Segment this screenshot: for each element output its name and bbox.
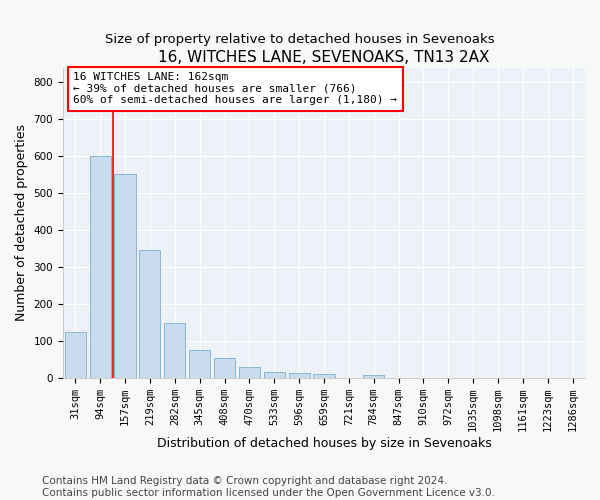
Bar	[363, 376, 384, 378]
Bar	[115, 174, 136, 378]
Title: 16, WITCHES LANE, SEVENOAKS, TN13 2AX: 16, WITCHES LANE, SEVENOAKS, TN13 2AX	[158, 50, 490, 65]
Bar	[239, 367, 260, 378]
Bar	[164, 324, 185, 378]
Text: 16 WITCHES LANE: 162sqm
← 39% of detached houses are smaller (766)
60% of semi-d: 16 WITCHES LANE: 162sqm ← 39% of detache…	[73, 72, 397, 106]
Bar	[189, 350, 210, 378]
Bar	[313, 374, 335, 378]
Bar	[65, 332, 86, 378]
Bar	[139, 250, 160, 378]
Bar	[214, 358, 235, 378]
Bar	[263, 372, 285, 378]
Y-axis label: Number of detached properties: Number of detached properties	[15, 124, 28, 322]
Bar	[289, 373, 310, 378]
Text: Contains HM Land Registry data © Crown copyright and database right 2024.
Contai: Contains HM Land Registry data © Crown c…	[42, 476, 495, 498]
Bar	[89, 156, 111, 378]
X-axis label: Distribution of detached houses by size in Sevenoaks: Distribution of detached houses by size …	[157, 437, 491, 450]
Text: Size of property relative to detached houses in Sevenoaks: Size of property relative to detached ho…	[105, 32, 495, 46]
